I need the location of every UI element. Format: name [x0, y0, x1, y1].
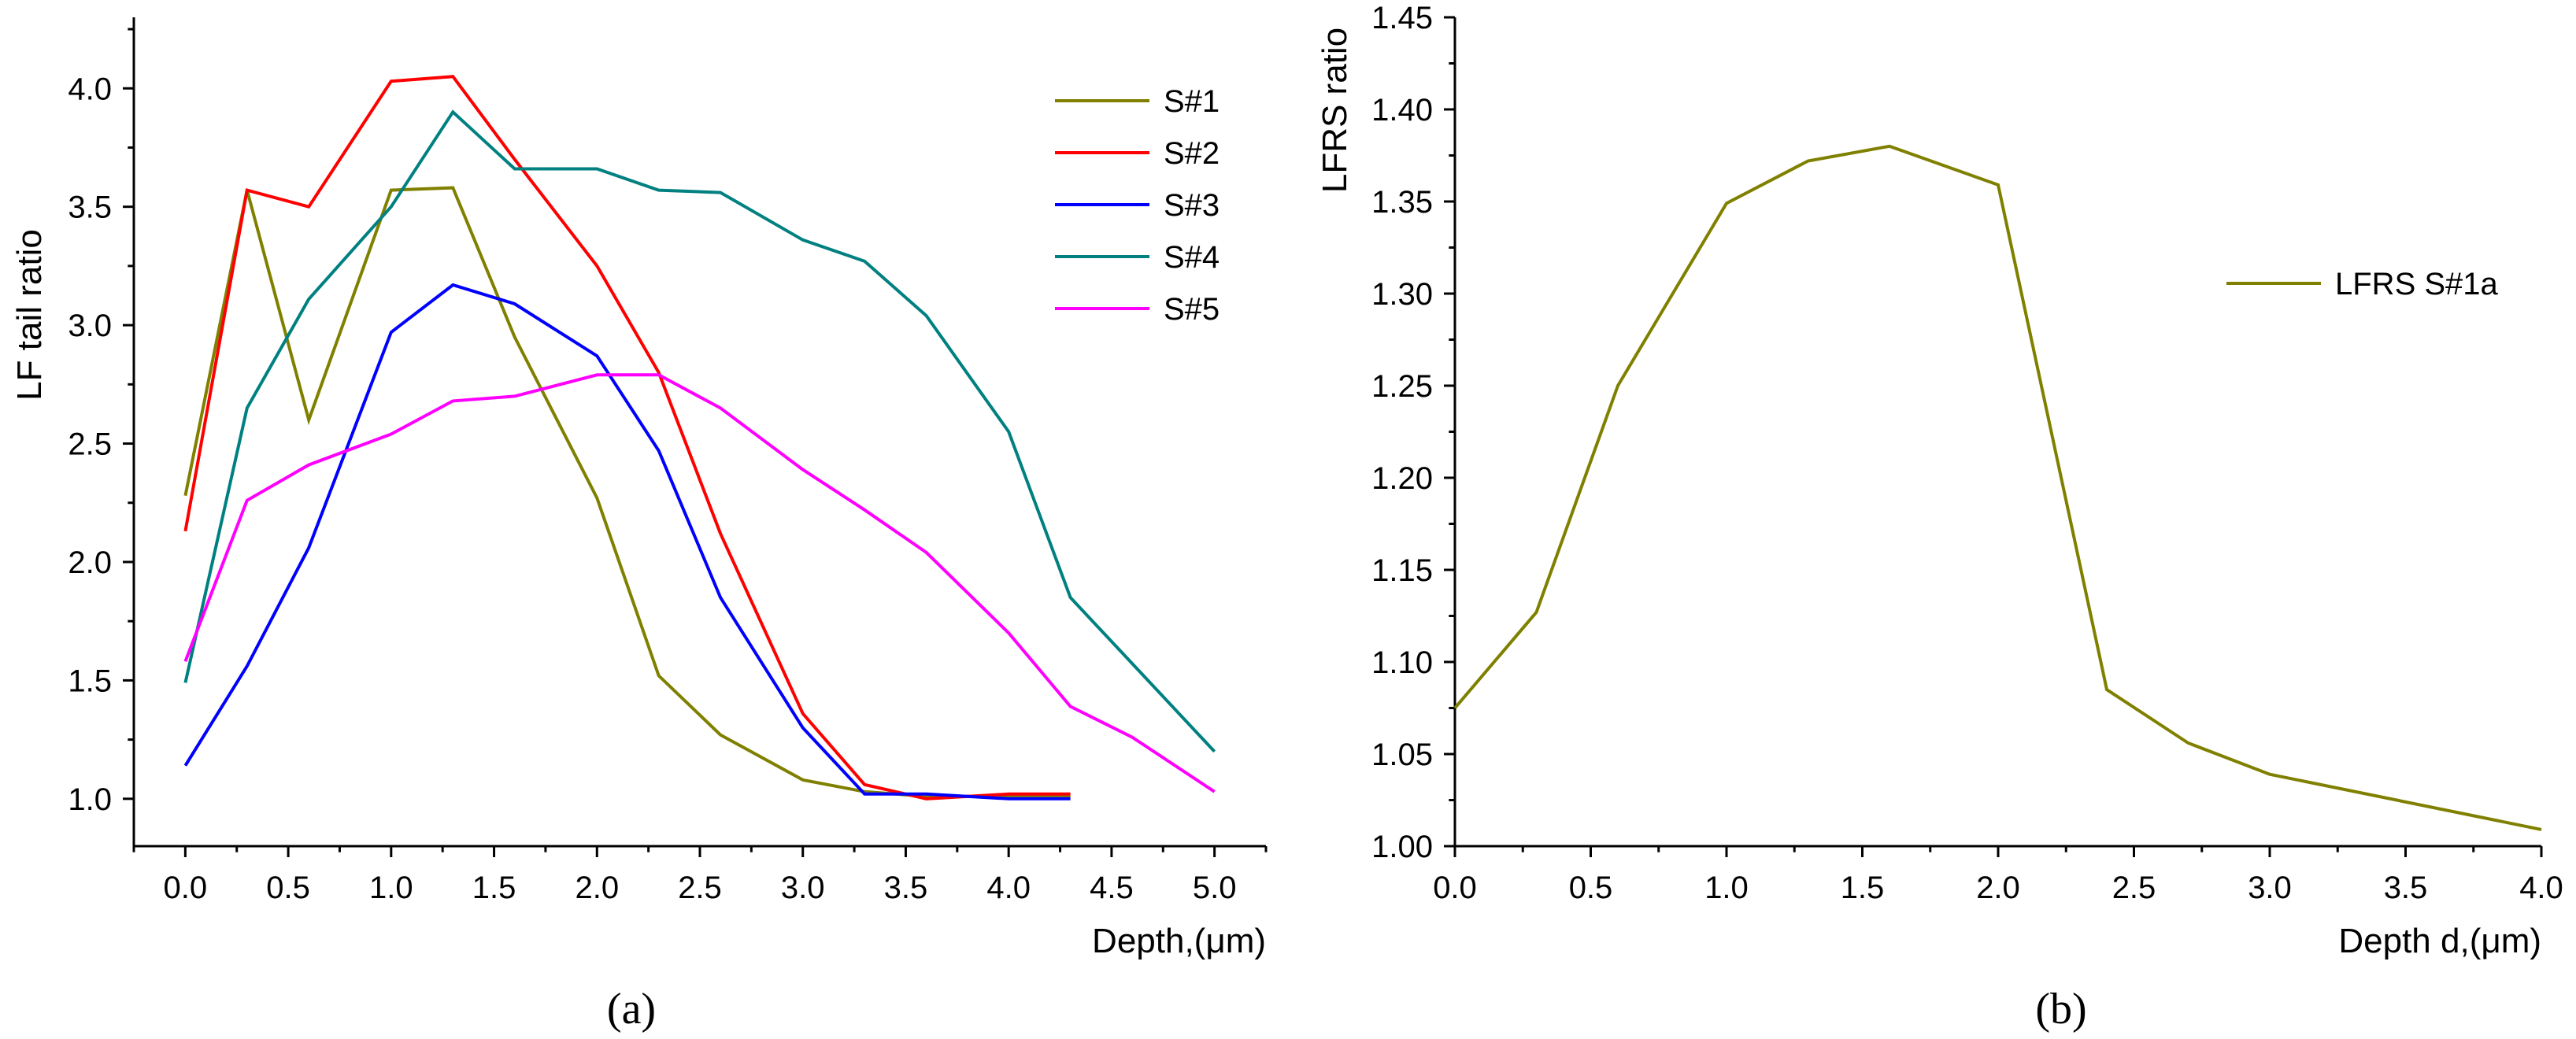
panel-a-y-tick-label: 1.0 — [68, 782, 112, 817]
panel-b-caption: (b) — [2035, 985, 2086, 1033]
panel-b-y-tick-label: 1.25 — [1371, 369, 1433, 404]
panel-a-x-tick-label: 0.5 — [266, 871, 310, 905]
panel-b-ylabel: LFRS ratio — [1316, 28, 1354, 193]
panel-a-x-tick-label: 2.5 — [678, 871, 722, 905]
panel-b-y-tick-label: 1.10 — [1371, 645, 1433, 680]
panel-b-x-tick-label: 3.0 — [2248, 871, 2292, 905]
legend-label: S#5 — [1164, 292, 1220, 327]
legend-label: S#4 — [1164, 240, 1220, 275]
panel-a-x-tick-label: 0.0 — [164, 871, 208, 905]
panel-b-x-tick-label: 1.0 — [1704, 871, 1749, 905]
panel-b-y-tick-label: 1.05 — [1371, 738, 1433, 772]
panel-b-ticks: 0.0 0.5 1.0 1.5 2.0 2.5 3.0 3.5 4.0 1.00 1.05 1.10 1… — [1371, 1, 2563, 905]
panel-a-chart: 0.0 0.5 1.0 1.5 2.0 2.5 3.0 3.5 4.0 4.5 5.0 1.0 1.5 2… — [10, 17, 1268, 1033]
legend-label: LFRS S#1a — [2335, 267, 2499, 301]
panel-b-y-tick-label: 1.00 — [1371, 830, 1433, 864]
panel-a-x-tick-label: 1.5 — [472, 871, 516, 905]
panel-a-ticks: 0.0 0.5 1.0 1.5 2.0 2.5 3.0 3.5 4.0 4.5 5.0 1.0 1.5 2… — [68, 28, 1268, 905]
panel-a-y-tick-label: 1.5 — [68, 664, 112, 698]
panel-a-y-tick-label: 2.0 — [68, 545, 112, 580]
panel-b-chart: 0.0 0.5 1.0 1.5 2.0 2.5 3.0 3.5 4.0 1.00 1.05 1.10 1… — [1316, 1, 2563, 1033]
panel-b-y-tick-label: 1.35 — [1371, 185, 1433, 220]
panel-a-y-tick-label: 2.5 — [68, 427, 112, 462]
legend-label: S#2 — [1164, 136, 1220, 171]
panel-b-x-tick-label: 2.0 — [1976, 871, 2020, 905]
panel-b-legend: LFRS S#1a — [2226, 267, 2499, 301]
panel-a-legend: S#1 S#2 S#3 S#4 S#5 — [1055, 84, 1220, 327]
panel-b-x-tick-label: 4.0 — [2519, 871, 2563, 905]
series-line-s-2 — [183, 75, 1071, 801]
panel-b-y-tick-label: 1.20 — [1371, 461, 1433, 496]
panel-a-series — [183, 75, 1216, 801]
panel-b-x-tick-label: 3.5 — [2384, 871, 2428, 905]
series-line-s-1 — [183, 186, 1071, 798]
panel-a-xlabel: Depth,(μm) — [1092, 922, 1266, 960]
panel-b-y-tick-label: 1.40 — [1371, 93, 1433, 128]
panel-a-x-tick-label: 3.0 — [781, 871, 825, 905]
panel-b-y-tick-label: 1.15 — [1371, 553, 1433, 588]
series-line-s-4 — [183, 109, 1216, 753]
panel-a-caption: (a) — [607, 985, 656, 1033]
panel-a-ylabel: LF tail ratio — [10, 229, 49, 401]
panel-a-x-tick-label: 5.0 — [1193, 871, 1237, 905]
panel-a-x-tick-label: 1.0 — [369, 871, 413, 905]
panel-b-series — [1453, 144, 2542, 831]
panel-b-y-tick-label: 1.30 — [1371, 277, 1433, 312]
panel-a-x-tick-label: 2.0 — [575, 871, 619, 905]
panel-b-x-tick-label: 1.5 — [1841, 871, 1885, 905]
panel-a-x-tick-label: 4.5 — [1090, 871, 1134, 905]
panel-a-y-tick-label: 3.0 — [68, 309, 112, 343]
series-line-s-3 — [183, 283, 1071, 801]
panel-a-y-tick-label: 3.5 — [68, 190, 112, 225]
series-line-lfrs-s-1a — [1453, 144, 2542, 831]
panel-a-x-tick-label: 4.0 — [986, 871, 1031, 905]
panel-a-x-tick-label: 3.5 — [884, 871, 928, 905]
legend-label: S#1 — [1164, 84, 1220, 119]
panel-b-x-tick-label: 2.5 — [2112, 871, 2156, 905]
panel-b-x-tick-label: 0.0 — [1433, 871, 1477, 905]
panel-a-y-tick-label: 4.0 — [68, 72, 112, 106]
panel-b-y-tick-label: 1.45 — [1371, 1, 1433, 35]
legend-label: S#3 — [1164, 188, 1220, 223]
panel-b-xlabel: Depth d,(μm) — [2338, 922, 2541, 960]
series-line-s-5 — [183, 373, 1216, 793]
panel-b-x-tick-label: 0.5 — [1569, 871, 1613, 905]
